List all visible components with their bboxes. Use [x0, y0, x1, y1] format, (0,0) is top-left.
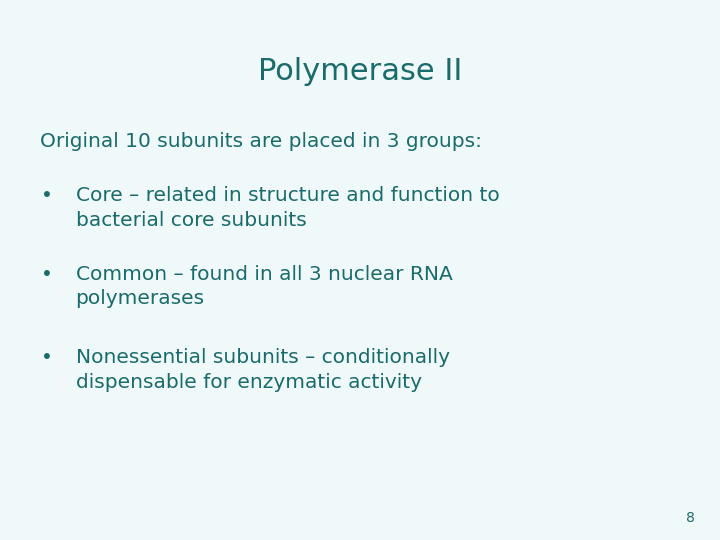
Text: •: • [41, 186, 53, 205]
Text: Original 10 subunits are placed in 3 groups:: Original 10 subunits are placed in 3 gro… [40, 132, 482, 151]
Text: Common – found in all 3 nuclear RNA
polymerases: Common – found in all 3 nuclear RNA poly… [76, 265, 452, 308]
Text: •: • [41, 265, 53, 284]
Text: Core – related in structure and function to
bacterial core subunits: Core – related in structure and function… [76, 186, 500, 230]
Text: Polymerase II: Polymerase II [258, 57, 462, 86]
Text: Nonessential subunits – conditionally
dispensable for enzymatic activity: Nonessential subunits – conditionally di… [76, 348, 449, 392]
Text: 8: 8 [686, 511, 695, 525]
Text: •: • [41, 348, 53, 367]
